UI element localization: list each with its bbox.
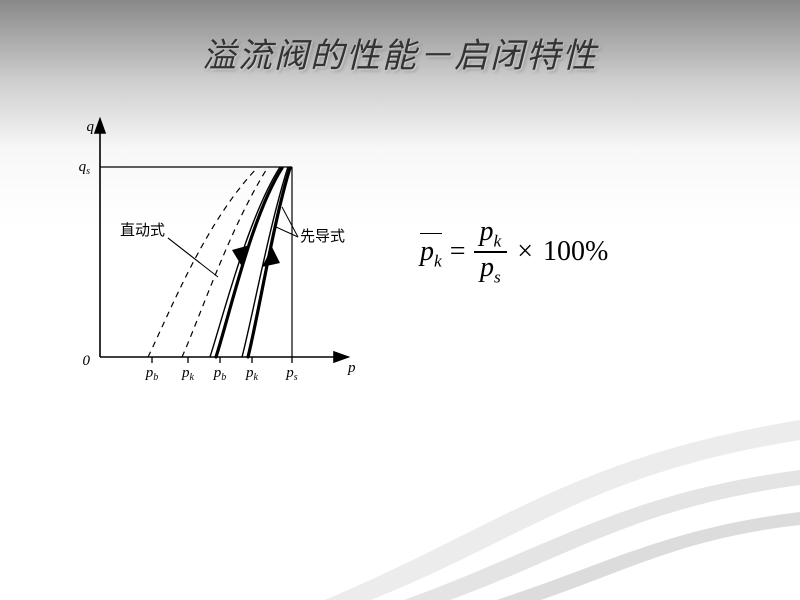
xtick-2: pb [213, 365, 227, 383]
lhs-sub: k [434, 251, 442, 270]
annotation-pilot: 先导式 [300, 228, 345, 245]
num-sub: k [494, 232, 502, 251]
lhs-base: p [420, 236, 434, 267]
formula-lhs: pk [420, 233, 442, 272]
xtick-4: ps [285, 365, 298, 383]
page-title: 溢流阀的性能－启闭特性 [0, 28, 800, 77]
qp-chart: q p qs 0 pb pk pb pk ps 直动式 先导式 [40, 107, 360, 397]
formula: pk = pk ps ×100% [420, 217, 608, 286]
xtick-0: pb [145, 365, 159, 383]
percent: 100% [543, 236, 608, 268]
fraction: pk ps [474, 217, 508, 286]
times: × [515, 236, 535, 268]
x-axis-label: p [347, 360, 356, 376]
annotation-direct: 直动式 [120, 222, 165, 239]
title-area: 溢流阀的性能－启闭特性 [0, 0, 800, 87]
den-sub: s [494, 267, 501, 286]
xtick-1: pk [181, 365, 195, 383]
numerator: pk [474, 217, 508, 251]
y-axis-label: q [87, 119, 95, 135]
equals: = [450, 236, 466, 268]
origin-label: 0 [83, 353, 91, 369]
den-base: p [480, 252, 494, 283]
num-base: p [480, 216, 494, 247]
xtick-3: pk [245, 365, 259, 383]
qs-tick: qs [79, 159, 91, 177]
content-row: q p qs 0 pb pk pb pk ps 直动式 先导式 pk = pk … [0, 87, 800, 397]
denominator: ps [474, 253, 507, 287]
